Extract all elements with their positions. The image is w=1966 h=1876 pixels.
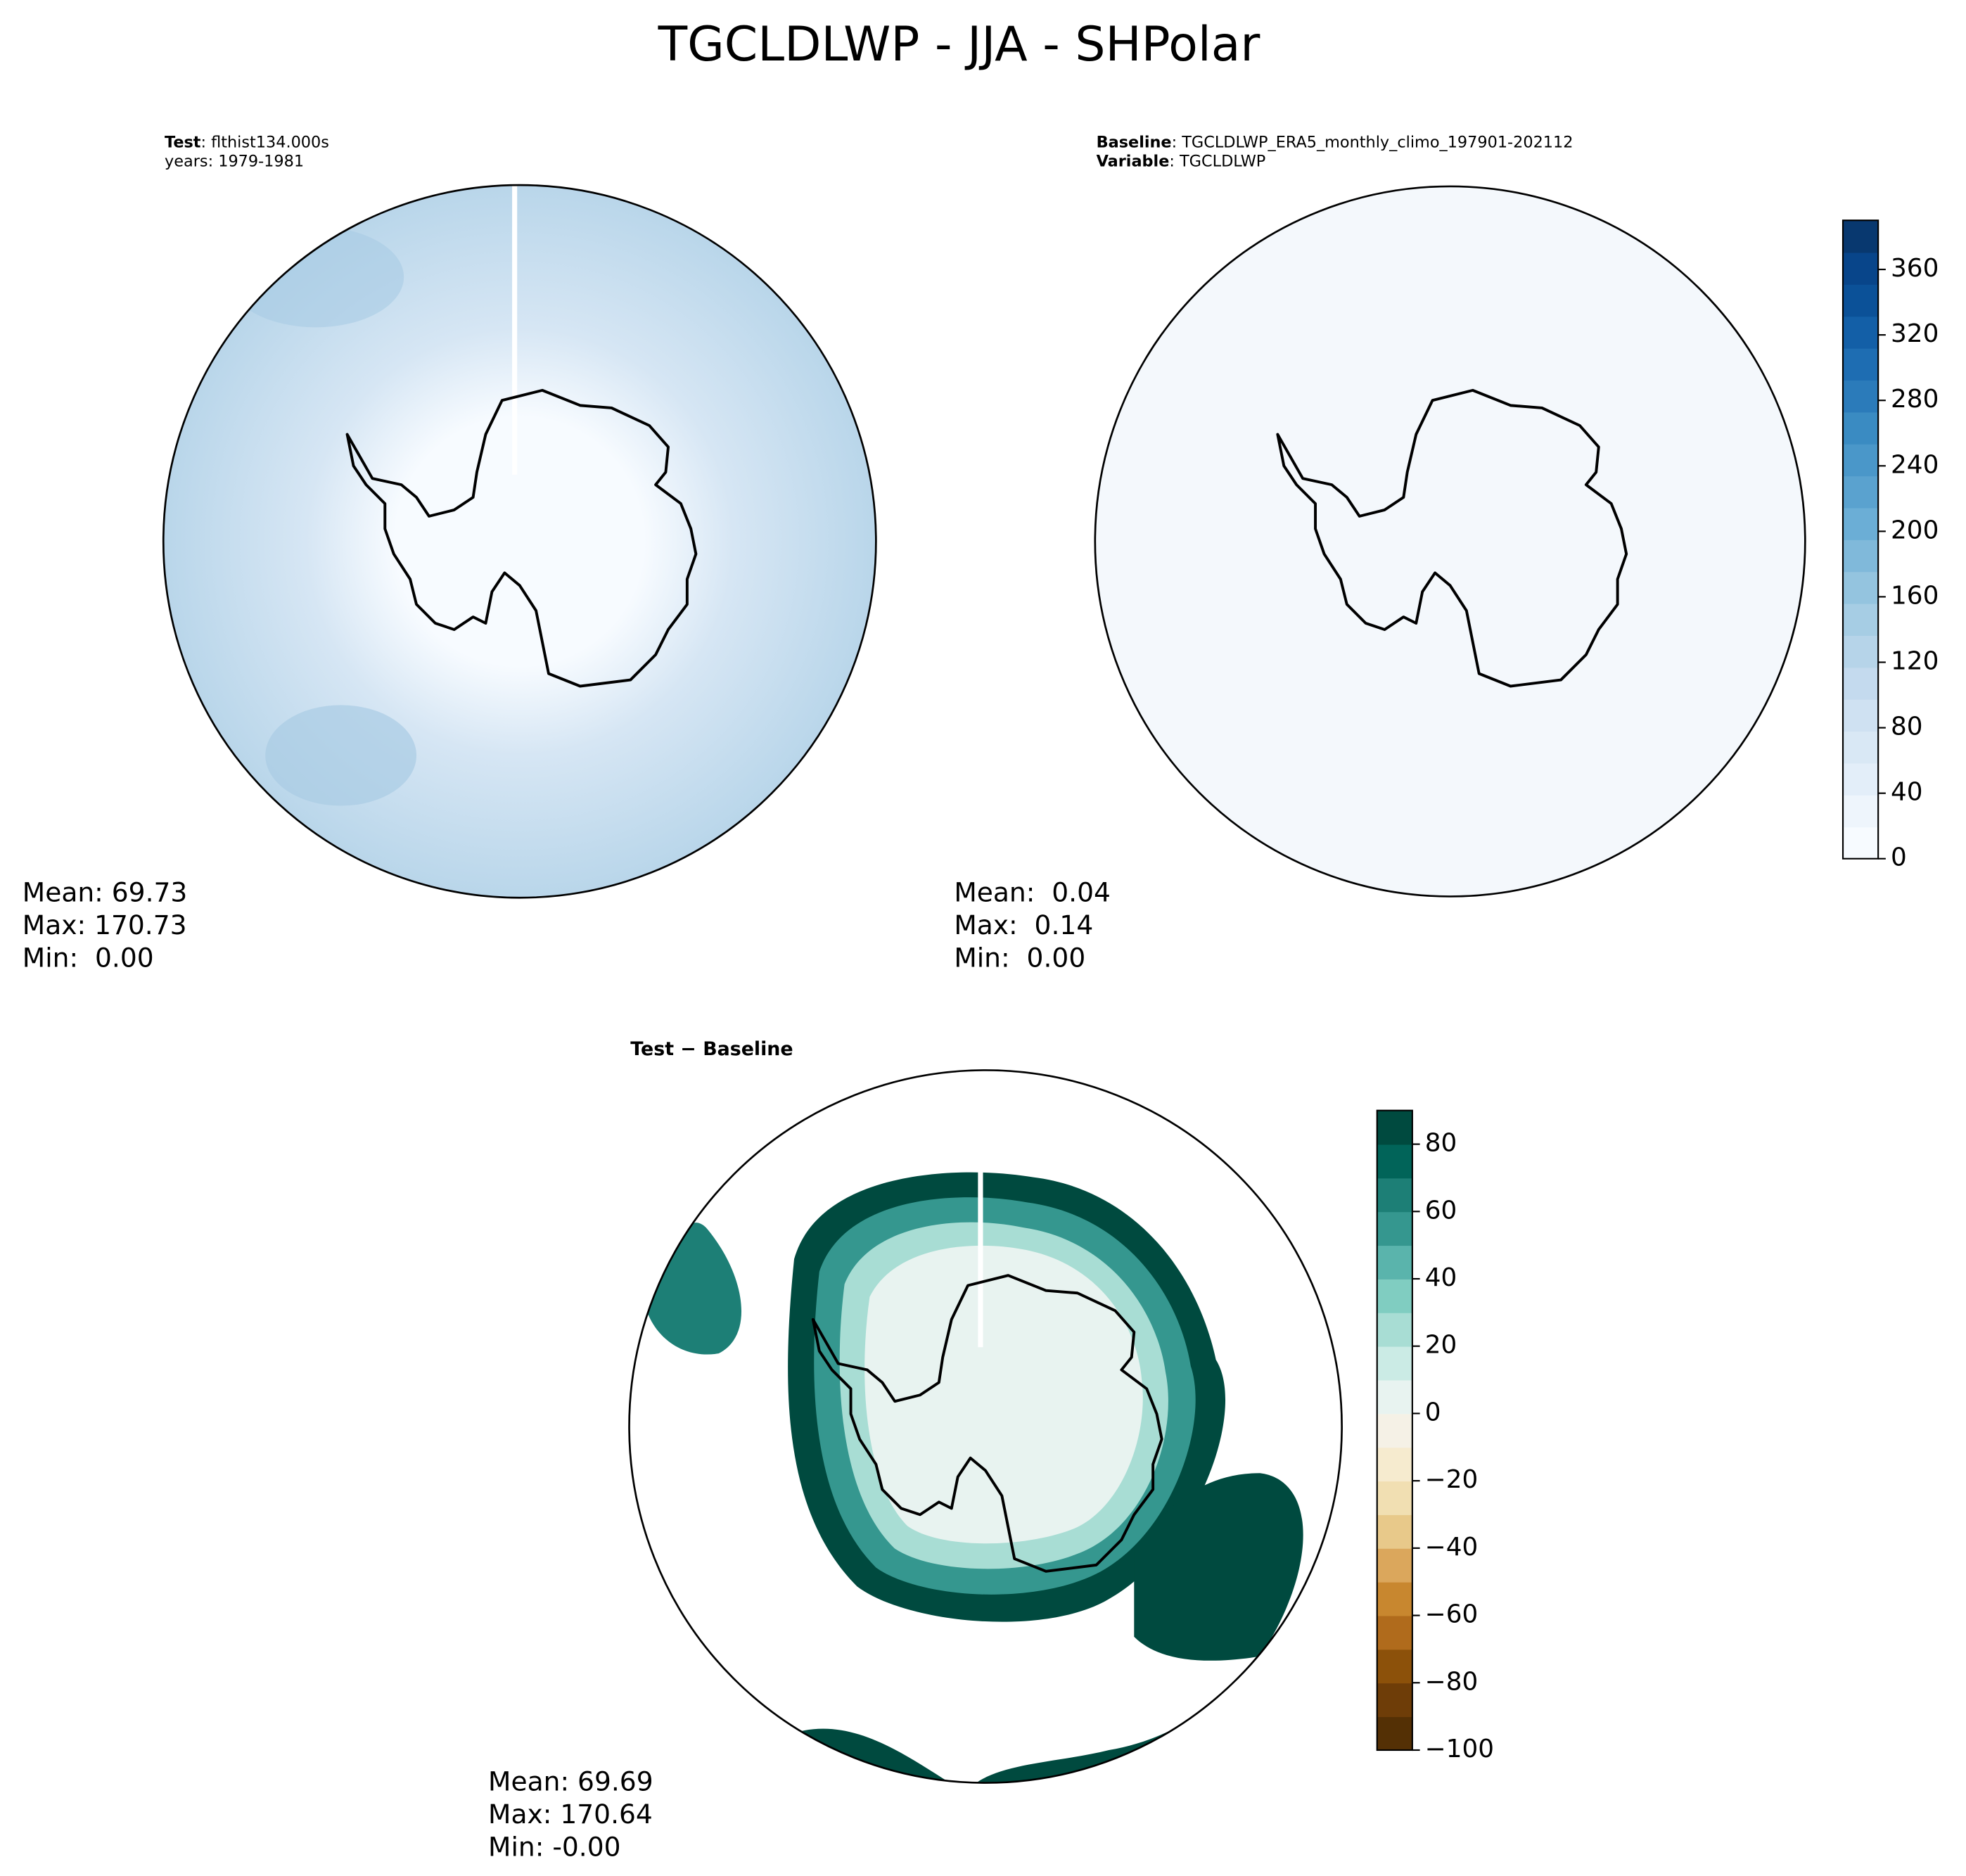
colorbar-tick-label: −40 <box>1425 1533 1479 1562</box>
colorbar-tick-label: 80 <box>1891 713 1923 741</box>
colorbar-band <box>1377 1312 1412 1347</box>
colorbar-tick-label: 160 <box>1891 581 1939 610</box>
colorbar-band <box>1377 1279 1412 1313</box>
colorbar-band <box>1843 731 1879 764</box>
colorbar-band <box>1843 316 1879 349</box>
map-boundary <box>628 1069 1343 1784</box>
colorbar-band <box>1377 1683 1412 1718</box>
colorbar-band <box>1377 1581 1412 1616</box>
colorbar-band <box>1843 443 1879 477</box>
colorbar-tick-label: −100 <box>1425 1735 1494 1763</box>
panel-heading: Baseline: TGCLDLWP_ERA5_monthly_climo_19… <box>1097 133 1574 151</box>
stat: Mean: 69.73 <box>23 877 188 908</box>
colorbar-tick-label: −60 <box>1425 1600 1479 1629</box>
panel-heading: Test: flthist134.000s <box>165 133 329 151</box>
colorbar-tick-label: 20 <box>1425 1331 1457 1360</box>
stat: Mean: 69.69 <box>488 1766 653 1797</box>
colorbar-band <box>1377 1514 1412 1549</box>
colorbar-band <box>1843 380 1879 413</box>
seam <box>512 185 518 475</box>
colorbar-band <box>1843 762 1879 796</box>
colorbar-band <box>1843 698 1879 732</box>
field-patch <box>265 705 417 806</box>
colorbar-band <box>1843 794 1879 828</box>
stat: Min: 0.00 <box>23 943 154 974</box>
panel-heading: years: 1979-1981 <box>165 152 304 170</box>
colorbar-band <box>1377 1178 1412 1213</box>
colorbar-band <box>1377 1447 1412 1482</box>
colorbar-band <box>1377 1346 1412 1381</box>
colorbar-tick-label: −20 <box>1425 1465 1479 1494</box>
field-patch <box>227 226 404 328</box>
colorbar-band <box>1377 1110 1412 1145</box>
map-boundary <box>162 184 877 899</box>
stat: Max: 170.73 <box>23 910 187 940</box>
colorbar-band <box>1377 1211 1412 1246</box>
colorbar-tick-label: 200 <box>1891 516 1939 544</box>
map-field <box>163 185 876 898</box>
colorbar-tick-label: 120 <box>1891 647 1939 676</box>
colorbar-band <box>1843 347 1879 381</box>
panel-heading: Variable: TGCLDLWP <box>1097 152 1266 170</box>
stat: Max: 170.64 <box>488 1799 653 1830</box>
colorbar-tick-label: 60 <box>1425 1196 1457 1225</box>
colorbar-tick-label: 40 <box>1425 1263 1457 1292</box>
colorbar-frame <box>1841 219 1879 860</box>
colorbar-tick-label: 80 <box>1425 1129 1457 1158</box>
colorbar-band <box>1377 1245 1412 1280</box>
colorbar-tick-label: 40 <box>1891 778 1923 807</box>
colorbar-band <box>1843 539 1879 573</box>
seam <box>978 1070 983 1348</box>
colorbar-band <box>1843 603 1879 637</box>
colorbar-band <box>1843 827 1879 860</box>
colorbar-tick-label: 240 <box>1891 450 1939 479</box>
colorbar-tick-label: 0 <box>1425 1398 1441 1427</box>
colorbar-frame <box>1376 1109 1413 1751</box>
stat: Min: 0.00 <box>954 943 1085 974</box>
colorbar-band <box>1843 220 1879 253</box>
colorbar-band <box>1377 1716 1412 1751</box>
map-field <box>629 1070 1342 1783</box>
colorbar-tick-label: −80 <box>1425 1667 1479 1696</box>
stat: Max: 0.14 <box>954 910 1093 940</box>
stat: Mean: 0.04 <box>954 877 1111 908</box>
colorbar-band <box>1843 571 1879 604</box>
colorbar-band <box>1843 283 1879 317</box>
colorbar-tick-label: 320 <box>1891 319 1939 348</box>
colorbar-band <box>1377 1481 1412 1515</box>
figure-title: TGCLDLWP - JJA - SHPolar <box>658 17 1260 72</box>
colorbar-band <box>1843 667 1879 700</box>
colorbar-band <box>1843 411 1879 445</box>
colorbar-band <box>1377 1649 1412 1684</box>
colorbar-band <box>1377 1144 1412 1179</box>
colorbar-band <box>1843 252 1879 285</box>
colorbar-band <box>1843 635 1879 668</box>
panel-heading: Test − Baseline <box>630 1038 793 1060</box>
map-boundary <box>1094 185 1806 898</box>
colorbar-band <box>1377 1379 1412 1415</box>
colorbar-band <box>1377 1413 1412 1448</box>
colorbar-band <box>1377 1615 1412 1650</box>
colorbar-tick-label: 0 <box>1891 843 1907 872</box>
colorbar-band <box>1843 507 1879 540</box>
diff-band <box>864 1245 1143 1544</box>
stat: Min: -0.00 <box>488 1831 621 1862</box>
colorbar-tick-label: 360 <box>1891 254 1939 283</box>
colorbar-band <box>1843 476 1879 509</box>
colorbar-band <box>1377 1548 1412 1583</box>
colorbar-tick-label: 280 <box>1891 385 1939 414</box>
